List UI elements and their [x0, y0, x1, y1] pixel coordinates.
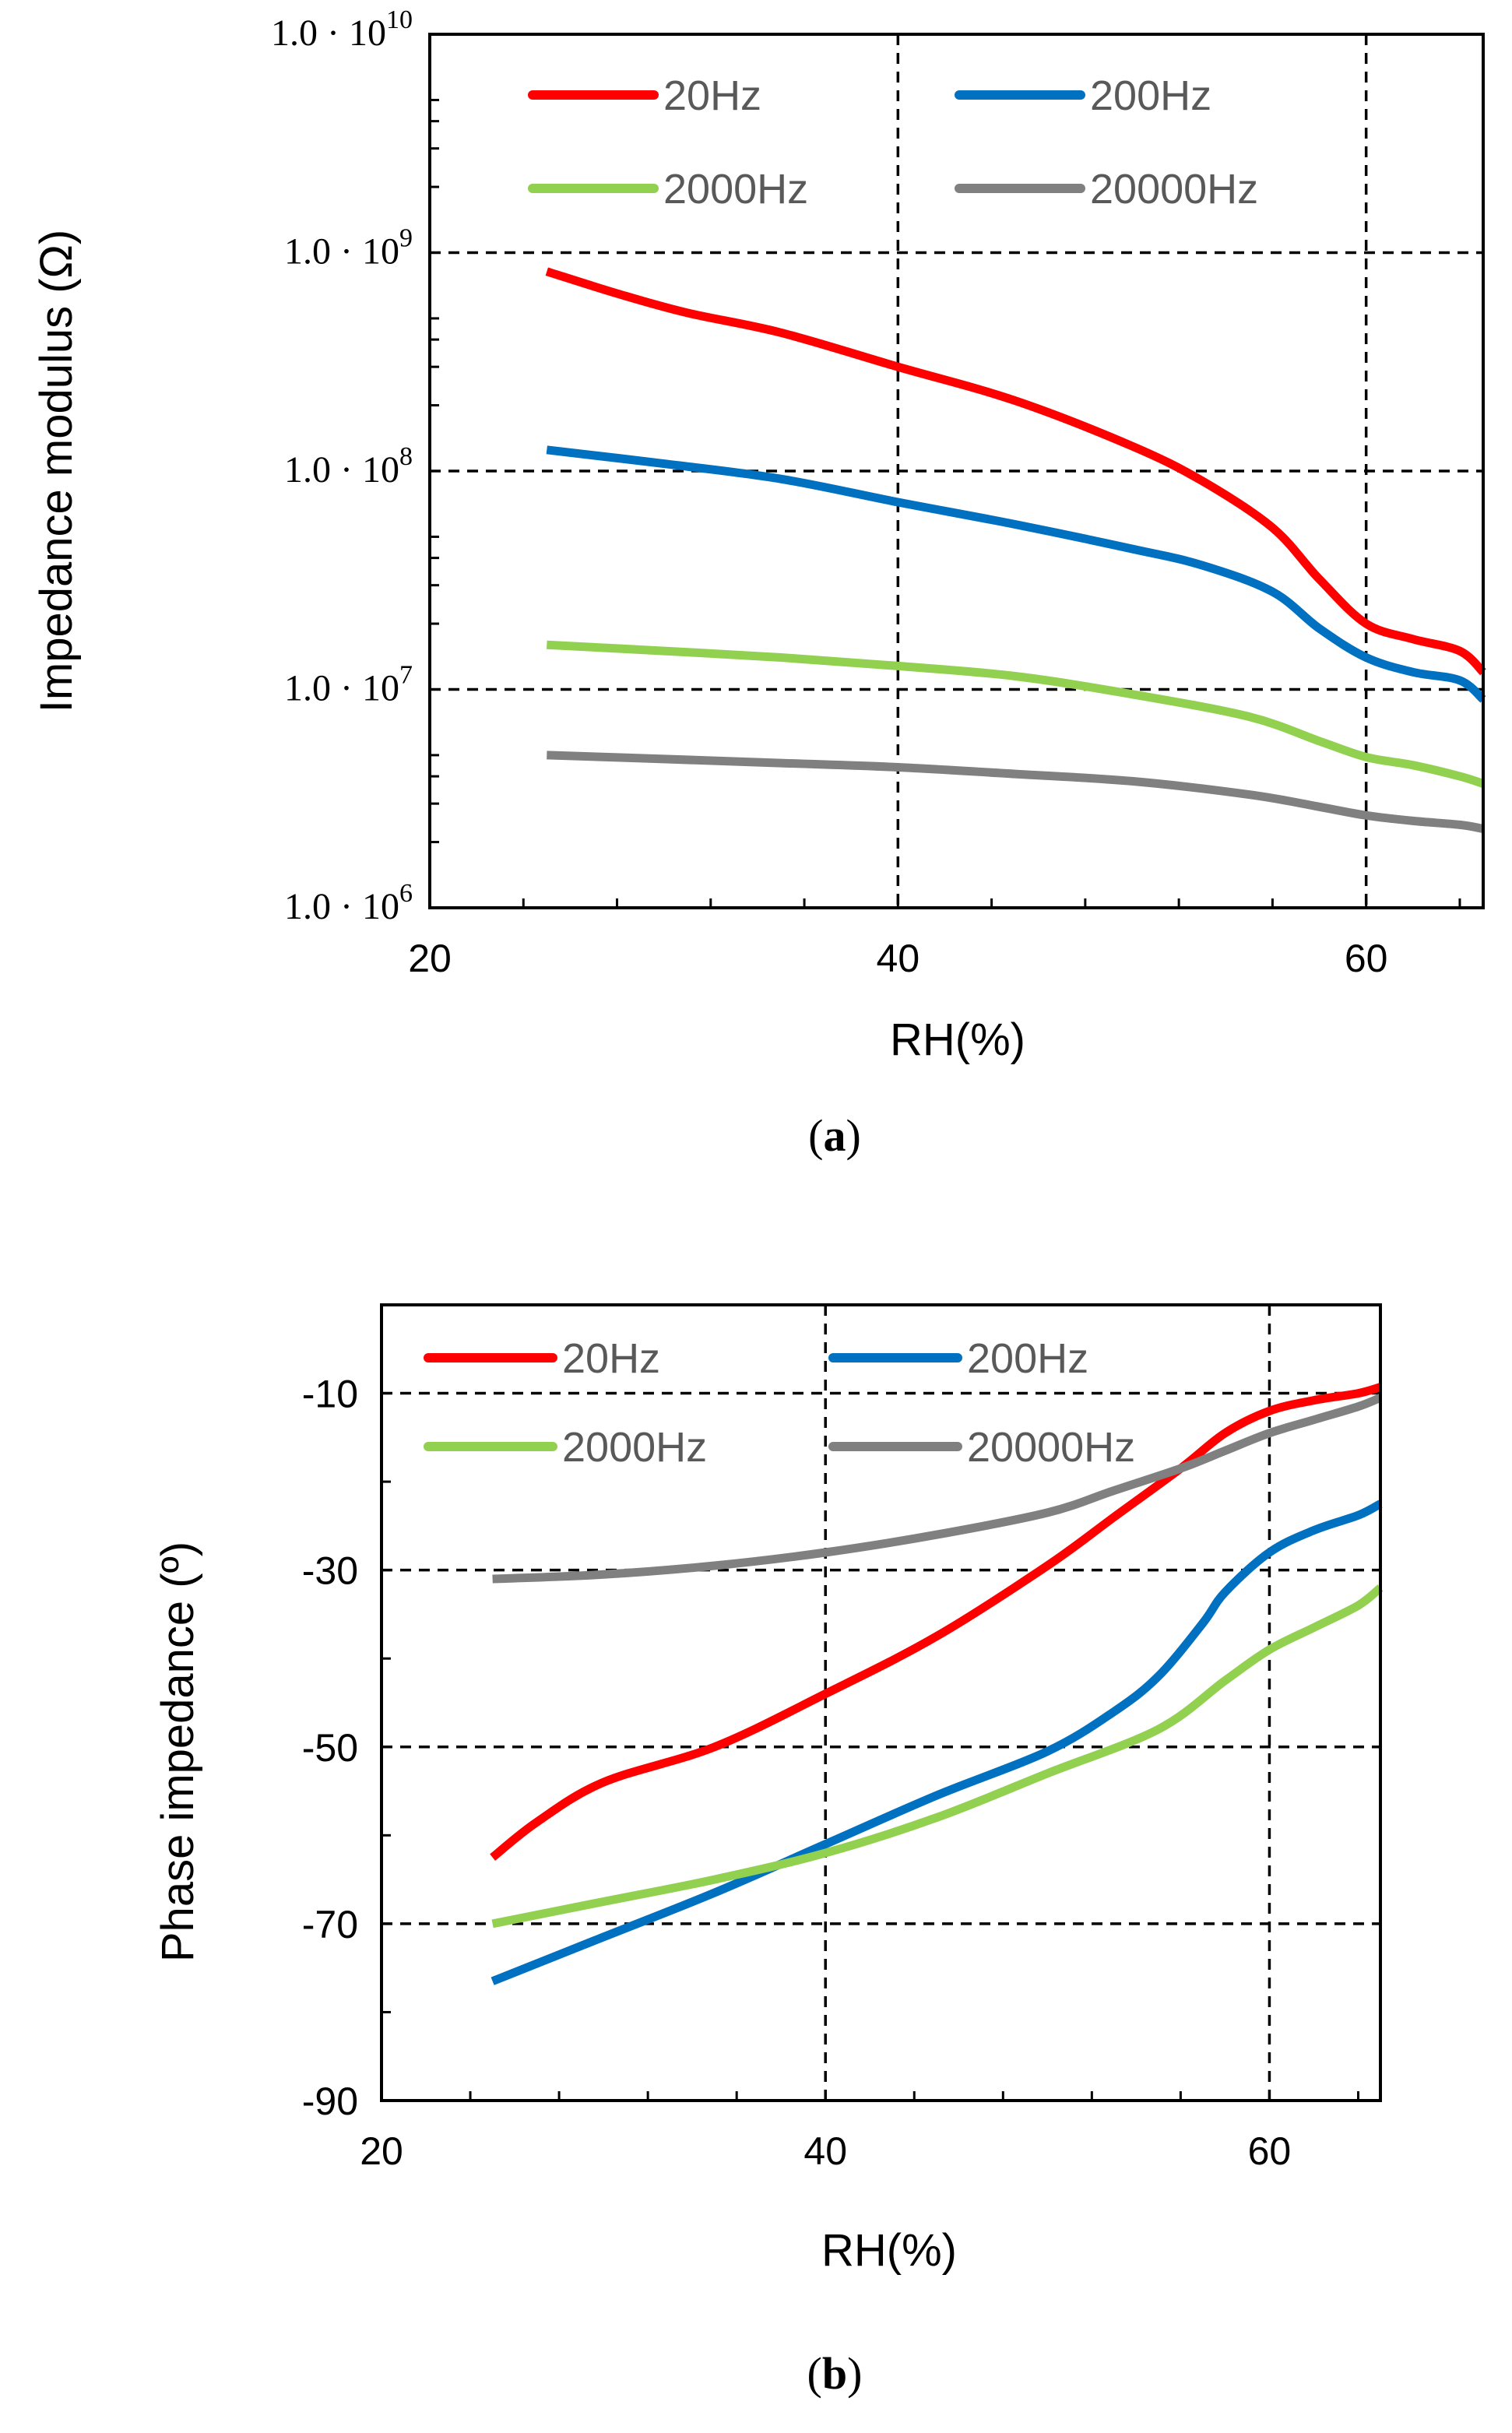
- chart-a-impedance-modulus: 1.0 · 106 1.0 · 107 1.0 · 108 1.0 · 109 1.0 …: [31, 5, 1486, 1161]
- b-series-line-200hz: [491, 1500, 1383, 1985]
- b-legend-label-20000hz: 20000Hz: [967, 1424, 1135, 1471]
- b-legend-label-2000hz: 2000Hz: [562, 1424, 707, 1471]
- a-y-tick-label: 1.0 · 106: [284, 879, 413, 927]
- a-y-tick-label: 1.0 · 107: [284, 661, 413, 709]
- chart-a-gridlines: [430, 34, 1483, 908]
- chart-a-minor-ticks: [430, 98, 1461, 908]
- a-series-line-20hz: [545, 267, 1486, 676]
- chart-a-x-tick-labels: 20 40 60: [408, 937, 1387, 980]
- b-y-tick-label: -10: [302, 1373, 358, 1416]
- b-legend-label-20hz: 20Hz: [562, 1335, 660, 1382]
- b-y-tick-label: -30: [302, 1549, 358, 1593]
- chart-b-caption: (b): [807, 2348, 863, 2399]
- chart-b-y-axis-label: Phase impedance (º): [153, 1542, 203, 1962]
- chart-b-x-tick-labels: 20 40 60: [360, 2129, 1291, 2173]
- chart-a-y-tick-labels: 1.0 · 106 1.0 · 107 1.0 · 108 1.0 · 109 1.0 …: [271, 5, 413, 927]
- a-legend-label-2000hz: 2000Hz: [663, 166, 808, 213]
- b-series-line-20hz: [490, 1383, 1382, 1862]
- a-legend-label-200hz: 200Hz: [1090, 72, 1211, 119]
- a-series-line-200hz: [546, 445, 1486, 703]
- b-x-tick-label: 60: [1248, 2129, 1292, 2173]
- a-x-tick-label: 60: [1345, 937, 1388, 980]
- a-x-tick-label: 20: [408, 937, 452, 980]
- chart-b-series: [490, 1383, 1384, 1985]
- b-y-tick-label: -50: [302, 1726, 358, 1770]
- a-legend-label-20000hz: 20000Hz: [1090, 166, 1258, 213]
- b-series-line-2000hz: [491, 1584, 1384, 1928]
- chart-a-caption: (a): [808, 1110, 861, 1161]
- b-legend-label-200hz: 200Hz: [967, 1335, 1088, 1382]
- a-legend-label-20hz: 20Hz: [663, 72, 761, 119]
- chart-b-legend: 20Hz 200Hz 2000Hz 20000Hz: [424, 1335, 1135, 1471]
- a-x-tick-label: 40: [877, 937, 920, 980]
- chart-a-plot-frame: [428, 33, 1485, 909]
- b-y-tick-label: -70: [302, 1903, 358, 1946]
- chart-b-x-axis-label: RH(%): [821, 2225, 957, 2276]
- chart-a-series: [545, 267, 1486, 833]
- chart-b-y-tick-labels: -10 -30 -50 -70 -90: [302, 1373, 358, 2123]
- b-x-tick-label: 40: [803, 2129, 847, 2173]
- a-y-tick-label: 1.0 · 109: [284, 224, 413, 272]
- chart-b-plot-frame: [380, 1303, 1382, 2102]
- b-series-line-20000hz: [492, 1394, 1383, 1584]
- chart-a-y-axis-label: Impedance modulus (Ω): [31, 230, 82, 712]
- chart-a-legend: 20Hz 200Hz 2000Hz 20000Hz: [528, 72, 1258, 213]
- a-series-line-20000hz: [547, 751, 1484, 833]
- b-y-tick-label: -90: [302, 2080, 358, 2123]
- a-series-line-2000hz: [546, 640, 1485, 788]
- a-y-tick-label: 1.0 · 1010: [271, 5, 413, 54]
- chart-b-gridlines: [382, 1305, 1380, 2101]
- chart-a-x-axis-label: RH(%): [890, 1014, 1025, 1065]
- b-x-tick-label: 20: [360, 2129, 403, 2173]
- a-y-tick-label: 1.0 · 108: [284, 442, 413, 490]
